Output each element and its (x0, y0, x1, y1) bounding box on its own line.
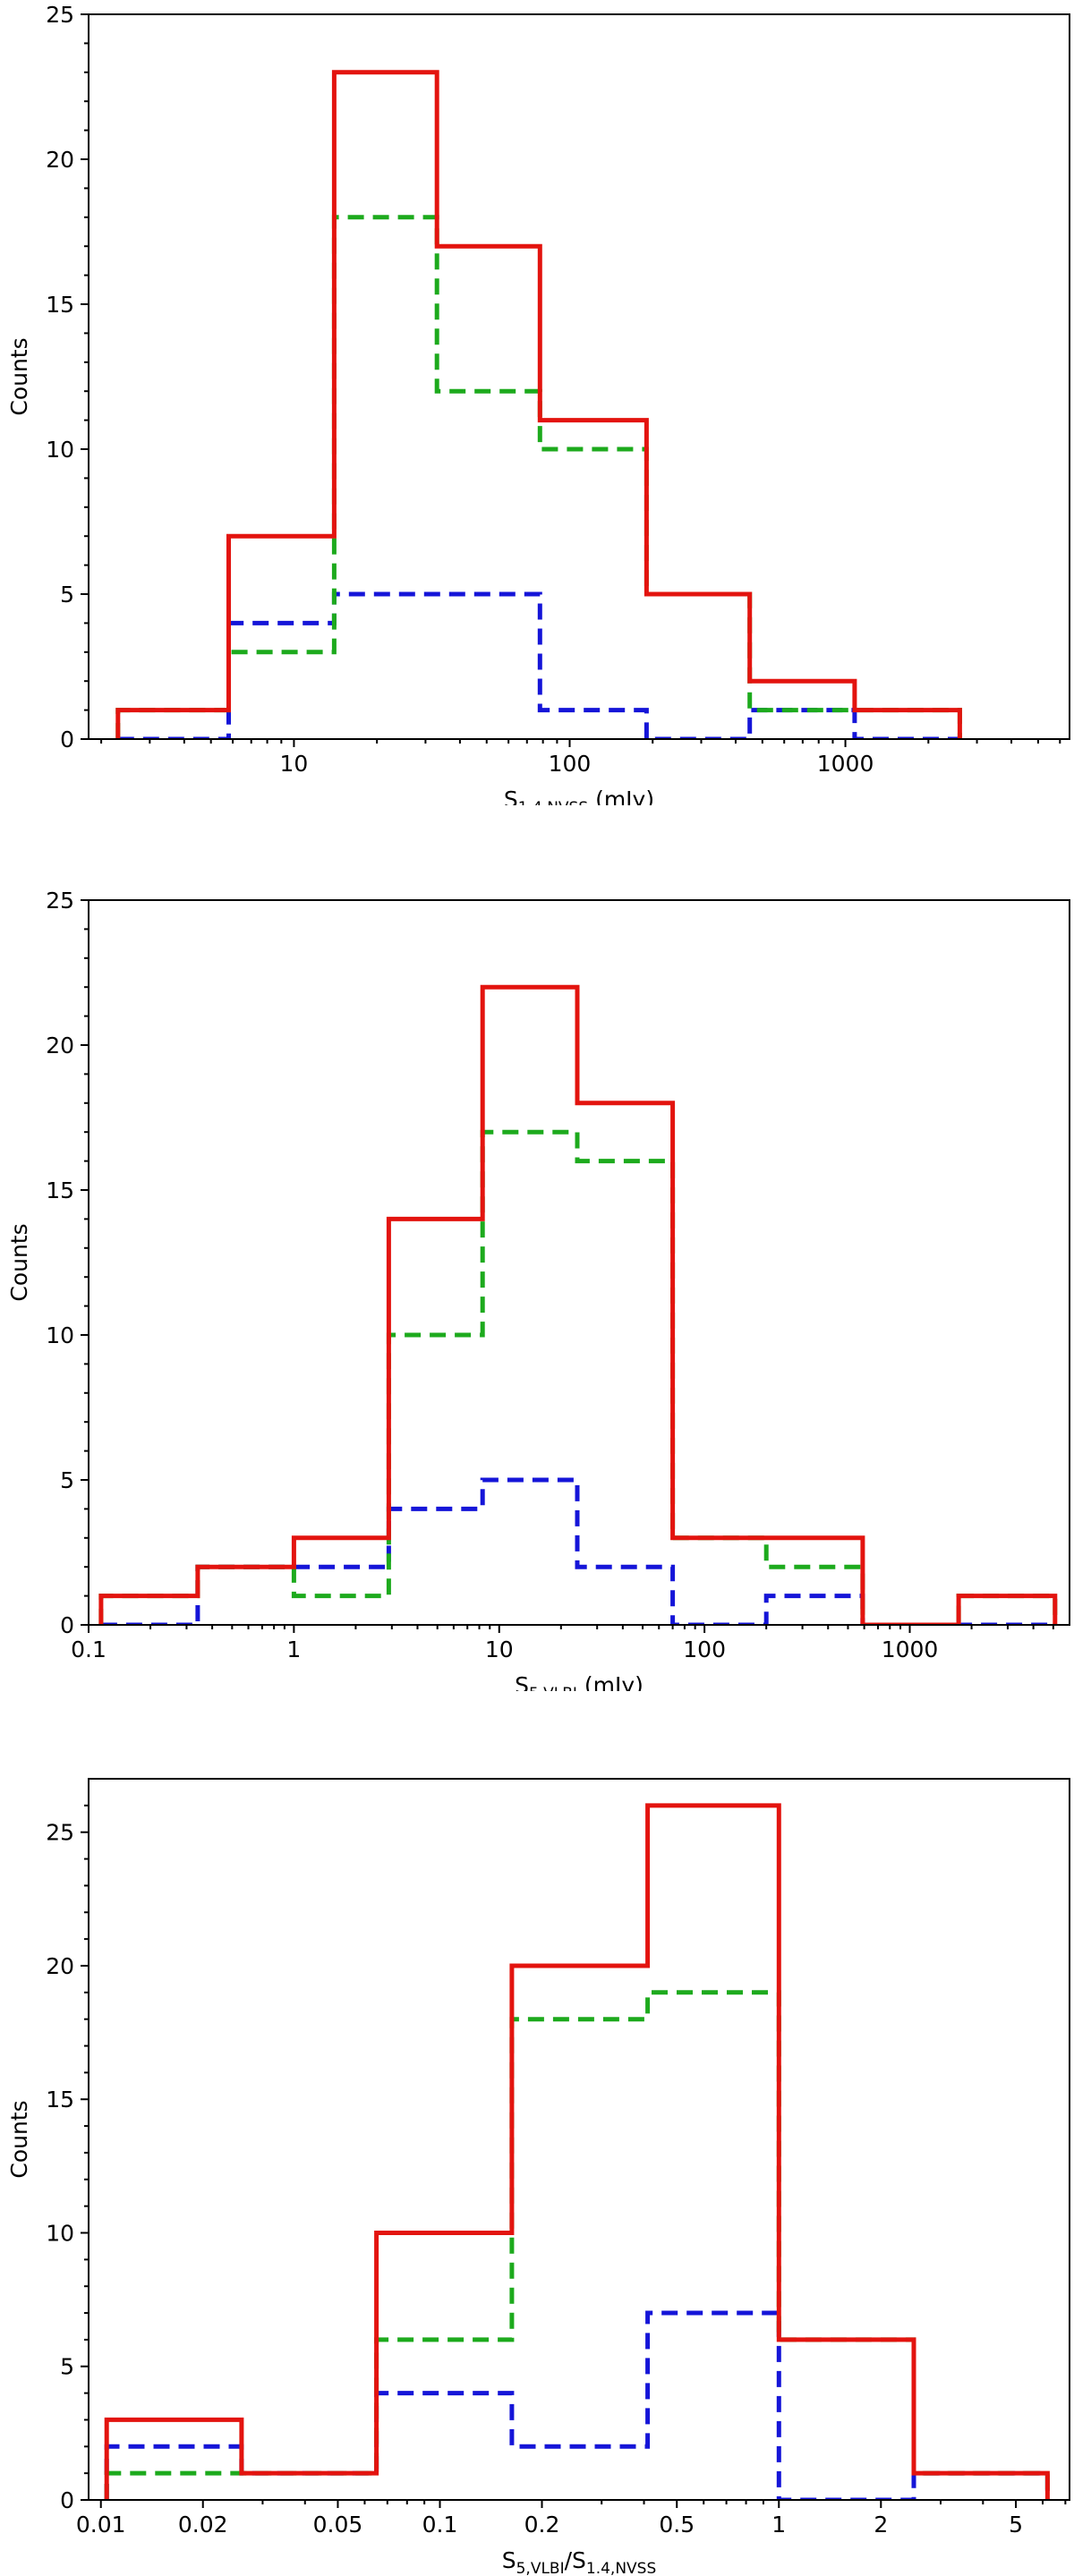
plot-frame (88, 899, 1070, 1626)
y-tick-label: 10 (46, 2220, 74, 2246)
y-axis-label: Counts (6, 1223, 32, 1301)
x-tick-label: 0.01 (76, 2512, 126, 2538)
series-group (115, 70, 962, 739)
x-tick-label: 1 (771, 2512, 786, 2538)
y-axis-label: Counts (6, 337, 32, 415)
histogram-vlbi-flux: 0 5 10 15 20 25 0.1 1 10 100 1000 Counts S5,VLBI (mJ… (6, 888, 1070, 1691)
series-group (98, 984, 1058, 1625)
y-tick-label: 0 (60, 1612, 74, 1638)
plot-frame (88, 1778, 1070, 2501)
x-tick-label: 1000 (817, 751, 874, 777)
series-subset-blue-step-line (117, 591, 960, 739)
series-total-step-line (104, 1803, 1050, 2500)
y-tick-label: 20 (46, 1953, 74, 1979)
y-tick-label: 25 (46, 888, 74, 914)
x-tick-label: 10 (280, 751, 309, 777)
y-tick-label: 5 (60, 582, 74, 608)
y-tick-label: 25 (46, 1820, 74, 1846)
y-tick-label: 10 (46, 437, 74, 463)
x-tick-label: 0.02 (178, 2512, 228, 2538)
y-tick-label: 15 (46, 1177, 74, 1203)
x-tick-label: 100 (549, 751, 592, 777)
y-tick-label: 0 (60, 2487, 74, 2513)
x-tick-label: 0.05 (313, 2512, 363, 2538)
x-tick-label: 0.2 (524, 2512, 560, 2538)
series-total-step-line (115, 70, 962, 739)
y-tick-label: 20 (46, 147, 74, 173)
y-tick-label: 25 (46, 2, 74, 28)
x-tick-label: 0.1 (422, 2512, 458, 2538)
y-tick-label: 15 (46, 292, 74, 318)
x-tick-label: 1000 (882, 1637, 939, 1662)
x-tick-label: 100 (683, 1637, 726, 1662)
histogram-nvss-flux: 0 5 10 15 20 25 10 100 1000 Counts S1.4,NVSS (mJy) (6, 2, 1070, 805)
y-tick-label: 5 (60, 1467, 74, 1493)
series-subset-green-step-line (104, 1990, 1050, 2500)
y-tick-label: 5 (60, 2354, 74, 2380)
plot-frame (88, 13, 1070, 740)
x-tick-label: 0.5 (659, 2512, 695, 2538)
x-axis-label: S5,VLBI (mJy) (515, 1672, 644, 1691)
y-tick-label: 10 (46, 1322, 74, 1348)
series-total-step-line (98, 984, 1058, 1625)
y-axis-label: Counts (6, 2100, 32, 2178)
x-tick-label: 10 (485, 1637, 514, 1662)
series-subset-blue-step-line (100, 1477, 1055, 1625)
x-tick-label: 2 (874, 2512, 888, 2538)
series-group (104, 1803, 1050, 2500)
y-tick-label: 15 (46, 2087, 74, 2113)
y-tick-label: 0 (60, 727, 74, 752)
x-axis-label: S5,VLBI/S1.4,NVSS (502, 2547, 657, 2576)
x-tick-label: 5 (1009, 2512, 1023, 2538)
x-axis-label: S1.4,NVSS (mJy) (504, 786, 654, 805)
x-tick-label: 0.1 (71, 1637, 107, 1662)
x-tick-label: 1 (286, 1637, 301, 1662)
y-tick-label: 20 (46, 1033, 74, 1058)
